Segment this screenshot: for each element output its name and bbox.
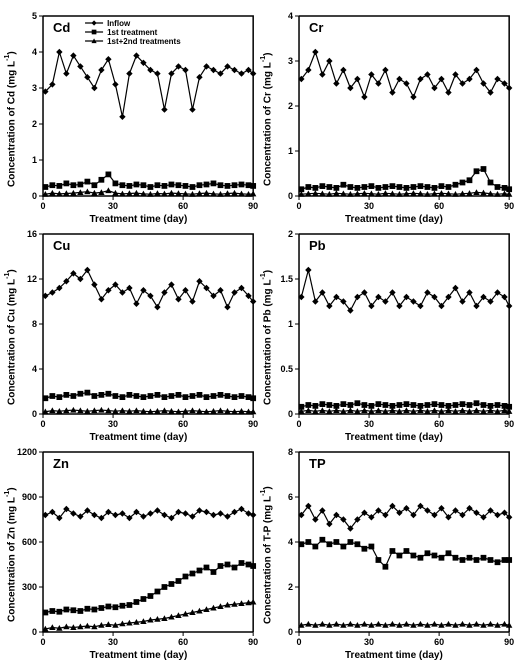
svg-text:5: 5 bbox=[32, 11, 37, 21]
svg-text:30: 30 bbox=[364, 201, 374, 211]
svg-text:90: 90 bbox=[248, 419, 258, 429]
svg-text:30: 30 bbox=[108, 201, 118, 211]
svg-text:8: 8 bbox=[32, 319, 37, 329]
xlabel-cu: Treatment time (day) bbox=[17, 432, 259, 446]
svg-text:4: 4 bbox=[32, 364, 37, 374]
svg-text:60: 60 bbox=[434, 419, 444, 429]
svg-text:900: 900 bbox=[22, 492, 37, 502]
svg-text:8: 8 bbox=[288, 447, 293, 457]
svg-text:0: 0 bbox=[296, 637, 301, 647]
ylabel-cu: Concentration of Cu (mg L-1) bbox=[4, 228, 17, 446]
svg-text:0: 0 bbox=[41, 637, 46, 647]
svg-text:2: 2 bbox=[288, 582, 293, 592]
svg-text:0: 0 bbox=[32, 627, 37, 637]
svg-text:2: 2 bbox=[288, 229, 293, 239]
panel-cd: Concentration of Cd (mg L-1) 0 1 2 3 4 5 0 30 60 9… bbox=[4, 10, 260, 228]
xlabel-zn: Treatment time (day) bbox=[17, 650, 259, 664]
svg-text:1: 1 bbox=[32, 155, 37, 165]
xlabel-tp: Treatment time (day) bbox=[273, 650, 515, 664]
legend: Inflow1st treatment1st+2nd treatments bbox=[85, 19, 181, 46]
svg-text:60: 60 bbox=[178, 201, 188, 211]
svg-text:16: 16 bbox=[27, 229, 37, 239]
svg-text:300: 300 bbox=[22, 582, 37, 592]
svg-text:0: 0 bbox=[288, 191, 293, 201]
svg-text:60: 60 bbox=[178, 419, 188, 429]
panel-title-cd: Cd bbox=[53, 20, 70, 35]
svg-text:2: 2 bbox=[32, 119, 37, 129]
svg-text:60: 60 bbox=[178, 637, 188, 647]
ylabel-pb: Concentration of Pb (mg L-1) bbox=[260, 228, 273, 446]
svg-text:0: 0 bbox=[288, 409, 293, 419]
svg-text:1st+2nd treatments: 1st+2nd treatments bbox=[107, 37, 181, 46]
svg-text:0: 0 bbox=[296, 419, 301, 429]
svg-text:1.5: 1.5 bbox=[280, 274, 293, 284]
panel-title-zn: Zn bbox=[53, 456, 69, 471]
svg-text:90: 90 bbox=[248, 637, 258, 647]
panel-title-cr: Cr bbox=[309, 20, 323, 35]
panel-zn: Concentration of Zn (mg L-1)030060090012… bbox=[4, 446, 260, 664]
svg-text:0: 0 bbox=[296, 201, 301, 211]
svg-text:Inflow: Inflow bbox=[107, 19, 131, 28]
svg-text:30: 30 bbox=[364, 637, 374, 647]
panel-title-pb: Pb bbox=[309, 238, 326, 253]
ylabel-zn: Concentration of Zn (mg L-1) bbox=[4, 446, 17, 664]
svg-text:1200: 1200 bbox=[17, 447, 37, 457]
svg-text:6: 6 bbox=[288, 492, 293, 502]
xlabel-cd: Treatment time (day) bbox=[17, 214, 259, 228]
xlabel-cr: Treatment time (day) bbox=[273, 214, 515, 228]
svg-text:3: 3 bbox=[288, 56, 293, 66]
svg-text:90: 90 bbox=[504, 419, 514, 429]
xlabel-pb: Treatment time (day) bbox=[273, 432, 515, 446]
panel-title-cu: Cu bbox=[53, 238, 70, 253]
panel-tp: Concentration of T-P (mg L-1) 0 2 4 6 8 0 30 60 9… bbox=[260, 446, 516, 664]
svg-text:12: 12 bbox=[27, 274, 37, 284]
ylabel-cr: Concentration of Cr (mg L-1) bbox=[260, 10, 273, 228]
svg-text:60: 60 bbox=[434, 637, 444, 647]
svg-text:4: 4 bbox=[288, 537, 293, 547]
svg-text:4: 4 bbox=[32, 47, 37, 57]
svg-text:600: 600 bbox=[22, 537, 37, 547]
svg-text:60: 60 bbox=[434, 201, 444, 211]
svg-text:0: 0 bbox=[41, 201, 46, 211]
svg-text:90: 90 bbox=[504, 637, 514, 647]
panel-pb: Concentration of Pb (mg L-1) 0 0.5 1 1.5 2 0 30… bbox=[260, 228, 516, 446]
panel-cu: Concentration of Cu (mg L-1) 0 4 8 12 16 0 30 60… bbox=[4, 228, 260, 446]
chart-grid: Concentration of Cd (mg L-1)012345030609… bbox=[0, 0, 519, 664]
svg-text:0.5: 0.5 bbox=[280, 364, 293, 374]
svg-text:30: 30 bbox=[108, 637, 118, 647]
svg-text:1: 1 bbox=[288, 146, 293, 156]
ylabel-tp: Concentration of T-P (mg L-1) bbox=[260, 446, 273, 664]
svg-text:30: 30 bbox=[364, 419, 374, 429]
svg-text:90: 90 bbox=[504, 201, 514, 211]
svg-text:3: 3 bbox=[32, 83, 37, 93]
svg-text:4: 4 bbox=[288, 11, 293, 21]
svg-text:0: 0 bbox=[41, 419, 46, 429]
svg-text:1st treatment: 1st treatment bbox=[107, 28, 158, 37]
svg-text:1: 1 bbox=[288, 319, 293, 329]
svg-text:0: 0 bbox=[32, 191, 37, 201]
svg-text:90: 90 bbox=[248, 201, 258, 211]
panel-cr: Concentration of Cr (mg L-1) 0 1 2 3 4 0 30 60 90… bbox=[260, 10, 516, 228]
panel-title-tp: TP bbox=[309, 456, 326, 471]
svg-text:2: 2 bbox=[288, 101, 293, 111]
svg-text:0: 0 bbox=[288, 627, 293, 637]
ylabel-cd: Concentration of Cd (mg L-1) bbox=[4, 10, 17, 228]
svg-text:0: 0 bbox=[32, 409, 37, 419]
svg-text:30: 30 bbox=[108, 419, 118, 429]
